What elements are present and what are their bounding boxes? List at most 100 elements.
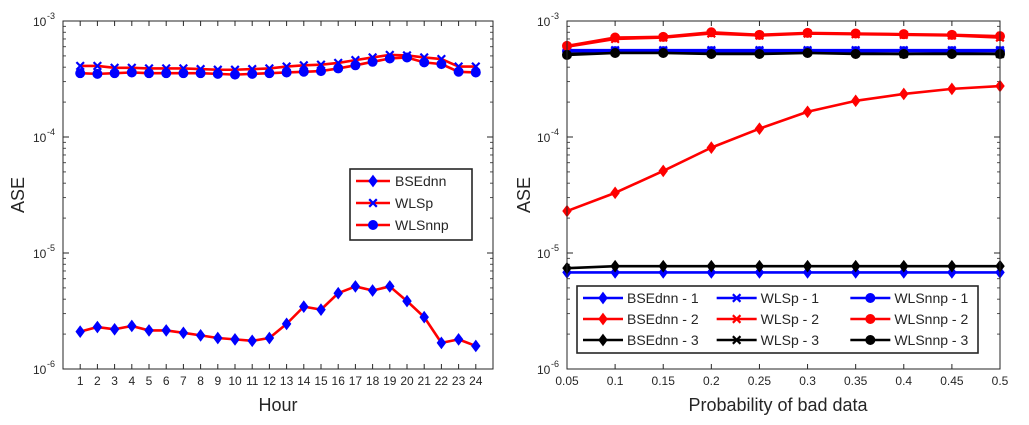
hour-point-wlsnnp — [281, 67, 292, 78]
hour-point-wlsnnp — [264, 68, 275, 79]
bad-data-x-tick-label: 0.45 — [940, 374, 964, 388]
bad-data-x-tick-label: 0.25 — [748, 374, 772, 388]
bad-data-point-wlsnnp-3 — [946, 48, 957, 59]
bad-data-y-tick-label: 10 — [537, 131, 551, 145]
hour-x-tick-label: 5 — [146, 374, 153, 388]
bad-data-line-bsednn-2 — [566, 84, 1001, 213]
bad-data-legend-label: WLSnnp - 2 — [894, 311, 968, 327]
hour-x-tick-label: 11 — [246, 374, 259, 388]
bad-data-legend-item-wlsp-1: WLSp - 1 — [716, 290, 820, 306]
hour-point-bsednn — [230, 333, 240, 346]
hour-x-tick-label: 9 — [214, 374, 221, 388]
hour-x-tick-label: 19 — [383, 374, 397, 388]
bad-data-y-tick-exponent: -3 — [551, 11, 559, 21]
hour-y-tick-label: 10 — [33, 363, 47, 377]
bad-data-legend-label: BSEdnn - 1 — [627, 290, 699, 306]
bad-data-point-bsednn-3 — [610, 259, 620, 273]
bad-data-y-axis-label: ASE — [514, 177, 534, 213]
hour-x-tick-label: 17 — [349, 374, 363, 388]
bad-data-point-wlsnnp-3 — [898, 48, 909, 59]
bad-data-x-tick-label: 0.05 — [555, 374, 579, 388]
bad-data-legend-marker — [732, 314, 742, 324]
bad-data-series-wlsnnp-2 — [562, 27, 1005, 51]
bad-data-point-wlsnnp-2 — [610, 32, 621, 43]
bad-data-point-bsednn-3 — [754, 259, 765, 273]
hour-point-bsednn — [213, 331, 223, 345]
bad-data-x-tick-label: 0.4 — [895, 374, 912, 388]
bad-data-point-wlsnnp-2 — [658, 31, 669, 42]
hour-x-tick-label: 2 — [94, 374, 101, 388]
bad-data-line-bsednn-3 — [566, 264, 1000, 270]
bad-data-legend-label: WLSp - 1 — [761, 290, 820, 306]
hour-x-tick-label: 24 — [469, 374, 483, 388]
hour-x-tick-label: 3 — [111, 374, 118, 388]
bad-data-y-tick-exponent: -4 — [551, 127, 559, 137]
hour-point-wlsnnp — [178, 68, 189, 79]
hour-point-wlsnnp — [367, 56, 378, 67]
bad-data-point-wlsnnp-3 — [802, 47, 813, 58]
bad-data-series-bsednn-2 — [562, 79, 1005, 218]
hour-legend-label: WLSp — [395, 195, 433, 211]
bad-data-legend-item-wlsnnp-1: WLSnnp - 1 — [850, 290, 968, 306]
bad-data-point-bsednn-2 — [658, 164, 668, 178]
bad-data-legend: BSEdnn - 1 BSEdnn - 2 BSEdnn - 3 WLSp - 1 WL… — [576, 285, 979, 354]
hour-y-tick-label: 10 — [33, 247, 47, 261]
hour-point-bsednn — [161, 324, 171, 337]
bad-data-legend-item-wlsnnp-3: WLSnnp - 3 — [850, 332, 968, 348]
hour-point-wlsnnp — [384, 53, 395, 64]
hour-point-wlsnnp — [212, 68, 223, 79]
hour-point-wlsnnp — [126, 67, 137, 78]
hour-point-wlsnnp — [436, 59, 447, 70]
hour-x-tick-label: 14 — [297, 374, 311, 388]
bad-data-point-bsednn-2 — [706, 141, 717, 154]
hour-point-bsednn — [127, 319, 137, 333]
bad-data-series-bsednn-3 — [562, 259, 1005, 275]
bad-data-point-bsednn-2 — [610, 186, 620, 200]
hour-point-bsednn — [402, 294, 412, 308]
hour-x-tick-label: 20 — [400, 374, 414, 388]
hour-point-wlsnnp — [195, 68, 206, 79]
hour-x-tick-label: 6 — [163, 374, 170, 388]
hour-point-bsednn — [385, 280, 395, 293]
hour-x-tick-label: 23 — [452, 374, 466, 388]
hour-point-bsednn — [281, 317, 292, 331]
hour-y-tick-label: 10 — [33, 15, 47, 29]
bad-data-y-tick-label: 10 — [537, 363, 551, 377]
bad-data-point-wlsnnp-2 — [706, 27, 717, 38]
hour-point-bsednn — [178, 326, 189, 340]
bad-data-legend-item-bsednn-3: BSEdnn - 3 — [583, 332, 699, 348]
hour-series — [75, 50, 481, 353]
hour-legend-marker — [368, 198, 378, 208]
bad-data-legend-item-wlsnnp-2: WLSnnp - 2 — [850, 311, 968, 327]
hour-y-tick-exponent: -6 — [47, 359, 55, 369]
hour-series-bsednn — [75, 280, 481, 353]
bad-data-legend-item-bsednn-1: BSEdnn - 1 — [583, 290, 699, 306]
hour-point-bsednn — [350, 280, 361, 293]
bad-data-point-bsednn-3 — [802, 259, 813, 273]
hour-point-wlsnnp — [161, 68, 172, 79]
hour-legend-marker — [368, 174, 378, 188]
hour-series-wlsnnp — [75, 52, 481, 80]
bad-data-point-bsednn-3 — [899, 259, 909, 273]
hour-x-tick-label: 1 — [77, 374, 84, 388]
hour-point-bsednn — [471, 339, 481, 353]
bad-data-legend-marker — [865, 335, 876, 345]
hour-point-bsednn — [247, 334, 257, 348]
bad-data-point-wlsnnp-2 — [802, 27, 813, 38]
bad-data-point-bsednn-3 — [850, 259, 861, 273]
bad-data-x-ticks: 0.05 0.1 0.15 0.2 0.25 0.3 0.35 0.4 0.45 0.5 — [555, 21, 1009, 388]
hour-point-bsednn — [367, 284, 378, 297]
hour-point-wlsnnp — [298, 66, 309, 77]
hour-point-wlsnnp — [230, 69, 240, 80]
hour-legend-item-wlsnnp: WLSnnp — [356, 217, 449, 233]
hour-legend-item-wlsp: WLSp — [356, 195, 433, 211]
bad-data-point-wlsnnp-3 — [706, 48, 717, 59]
hour-point-wlsnnp — [333, 63, 344, 74]
bad-data-point-wlsnnp-2 — [946, 29, 957, 40]
hour-chart: 1 2 3 4 5 6 7 8 9 10 11 12 13 14 15 16 17 18 19 20 21 22 23 24 … — [8, 11, 494, 415]
hour-plot-frame — [62, 20, 494, 370]
hour-point-bsednn — [75, 325, 85, 338]
bad-data-point-bsednn-2 — [802, 105, 813, 119]
bad-data-legend-marker — [732, 293, 742, 303]
